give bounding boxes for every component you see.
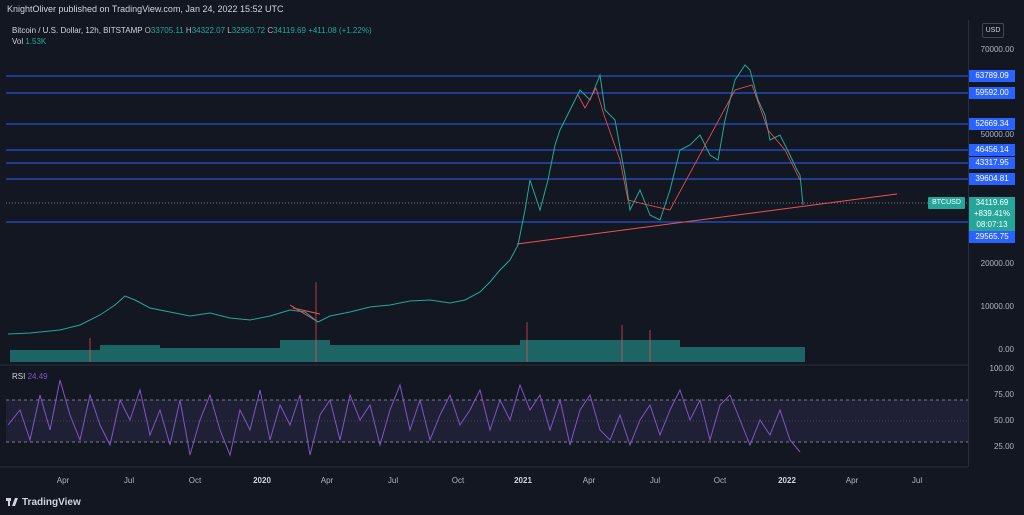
- volume-bars: [10, 340, 805, 362]
- trend-line-small: [289, 304, 319, 323]
- brand-name: TradingView: [22, 497, 81, 508]
- time-tick: Jul: [911, 476, 923, 485]
- level-label[interactable]: 59592.00: [969, 87, 1015, 99]
- chart-area[interactable]: [0, 20, 969, 467]
- trend-line: [516, 193, 898, 245]
- rsi-tick: 50.00: [993, 416, 1014, 425]
- level-label[interactable]: 46456.14: [969, 144, 1015, 156]
- time-tick: Jul: [123, 476, 135, 485]
- symbol-legend: Bitcoin / U.S. Dollar, 12h, BITSTAMP O33…: [12, 26, 372, 35]
- high-label: H: [185, 26, 192, 35]
- high-value: 34322.07: [191, 26, 226, 35]
- time-tick: Apr: [845, 476, 859, 485]
- level-label[interactable]: 52669.34: [969, 118, 1015, 130]
- rsi-legend: RSI 24.49: [12, 372, 48, 381]
- open-value: 33705.11: [150, 26, 184, 35]
- ticker-tag: BTCUSD: [928, 197, 965, 209]
- price-tick: 50000.00: [980, 130, 1014, 139]
- time-tick: 2021: [514, 476, 532, 485]
- time-tick: 2022: [778, 476, 796, 485]
- change-value: +411.08 (+1.22%): [308, 26, 372, 35]
- open-label: O: [144, 26, 151, 35]
- volume-legend: Vol 1.53K: [12, 37, 46, 46]
- current-price: 34119.69: [975, 198, 1009, 207]
- rsi-tick: 25.00: [993, 442, 1014, 451]
- price-tick: 20000.00: [980, 259, 1014, 268]
- symbol-name: Bitcoin / U.S. Dollar, 12h, BITSTAMP: [12, 26, 143, 35]
- vol-value: 1.53K: [25, 37, 47, 46]
- currency-button[interactable]: USD: [982, 23, 1004, 38]
- time-tick: Jul: [649, 476, 661, 485]
- publish-header: KnightOliver published on TradingView.co…: [0, 0, 1024, 20]
- level-label[interactable]: 63789.09: [969, 70, 1015, 82]
- level-label[interactable]: 29565.75: [969, 231, 1015, 243]
- rsi-line: [7, 379, 801, 457]
- brand-footer[interactable]: TradingView: [6, 497, 81, 508]
- level-label[interactable]: 43317.95: [969, 157, 1015, 169]
- low-value: 32950.72: [231, 26, 266, 35]
- close-value: 34119.69: [273, 26, 306, 35]
- price-series-down: [577, 84, 801, 211]
- time-tick: Jul: [387, 476, 399, 485]
- bar-countdown: 08:07:13: [976, 220, 1008, 229]
- volume-spikes: [89, 282, 651, 362]
- time-tick: Apr: [56, 476, 70, 485]
- time-tick: Oct: [713, 476, 727, 485]
- price-tick: 0.00: [998, 345, 1014, 354]
- time-tick: Oct: [188, 476, 202, 485]
- low-label: L: [227, 26, 232, 35]
- time-tick: Oct: [451, 476, 465, 485]
- rsi-value: 24.49: [27, 372, 48, 381]
- price-tick: 70000.00: [980, 45, 1014, 54]
- rsi-tick: 75.00: [993, 390, 1014, 399]
- vol-label: Vol: [12, 37, 24, 46]
- rsi-tick: 100.00: [989, 364, 1014, 373]
- time-tick: Apr: [582, 476, 596, 485]
- level-label[interactable]: 39604.81: [969, 173, 1015, 185]
- tradingview-logo-icon: [6, 498, 18, 506]
- current-change: +839.41%: [973, 209, 1011, 218]
- price-series: [7, 64, 804, 335]
- time-tick: 2020: [253, 476, 271, 485]
- level-lines: [6, 75, 968, 223]
- current-price-box: 34119.69 +839.41% 08:07:13: [969, 197, 1015, 231]
- close-label: C: [267, 26, 274, 35]
- publisher-text: KnightOliver published on TradingView.co…: [7, 4, 284, 14]
- time-tick: Apr: [320, 476, 334, 485]
- price-tick: 10000.00: [980, 302, 1014, 311]
- rsi-name: RSI: [12, 372, 26, 381]
